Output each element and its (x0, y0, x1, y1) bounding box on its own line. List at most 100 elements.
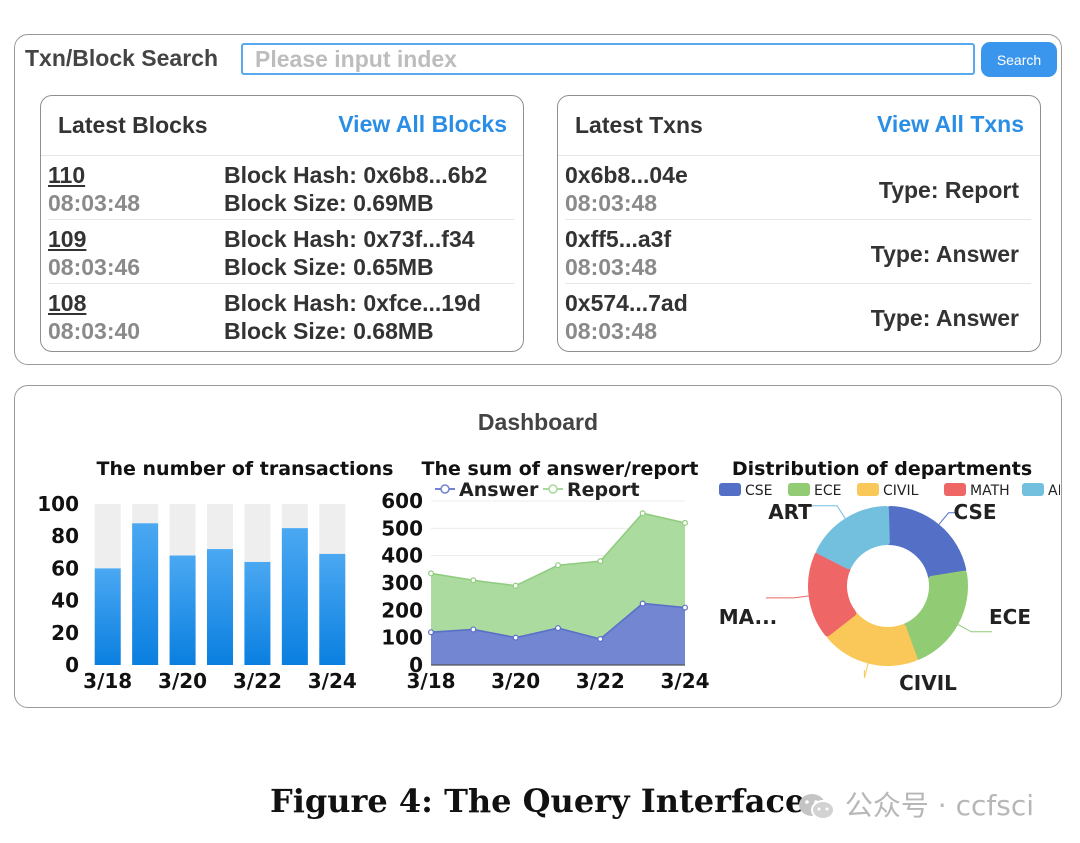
area-point (681, 604, 688, 611)
area-x-tick-label: 3/24 (660, 669, 709, 693)
block-size: Block Size: 0.68MB (224, 318, 434, 344)
view-all-blocks-link[interactable]: View All Blocks (338, 111, 507, 137)
watermark: 公众号 · ccfsci (798, 784, 1034, 824)
block-number-link[interactable]: 108 (48, 290, 87, 316)
block-row: 109 08:03:46 Block Hash: 0x73f...f34 Blo… (48, 220, 514, 284)
bar-y-tick-label: 20 (51, 621, 79, 645)
block-time: 08:03:46 (48, 254, 141, 280)
bar-y-tick-label: 60 (51, 556, 79, 580)
bar (281, 528, 308, 665)
area-point (597, 558, 604, 565)
txn-row[interactable]: 0x574...7ad 08:03:48 Type: Answer (565, 284, 1031, 347)
pie-leader-line (766, 595, 809, 599)
area-y-tick-label: 200 (381, 598, 423, 622)
block-hash: Block Hash: 0xfce...19d (224, 290, 481, 316)
block-number-link[interactable]: 109 (48, 226, 87, 252)
search-panel: Txn/Block Search Search Latest Blocks Vi… (14, 34, 1062, 365)
bar (169, 555, 196, 665)
pie-leader-line (808, 505, 846, 519)
area-legend-label: Report (567, 479, 640, 501)
pie-legend-swatch (719, 483, 741, 496)
latest-txns-card: Latest Txns View All Txns 0x6b8...04e 08… (557, 95, 1041, 352)
bar-y-tick-label: 0 (65, 653, 79, 677)
bar-y-tick-label: 100 (37, 492, 79, 516)
search-input[interactable] (241, 43, 975, 75)
area-fill-answer (431, 603, 685, 665)
view-all-txns-link[interactable]: View All Txns (877, 111, 1024, 137)
pie-chart-title: Distribution of departments (732, 458, 1032, 480)
area-point (470, 577, 477, 584)
area-x-tick-label: 3/20 (491, 669, 540, 693)
pie-legend-swatch (1022, 483, 1044, 496)
area-point (554, 562, 561, 569)
area-legend-marker (440, 484, 450, 494)
txn-row[interactable]: 0xff5...a3f 08:03:48 Type: Answer (565, 220, 1031, 284)
figure-caption: Figure 4: The Query Interface (270, 782, 806, 820)
bar-x-tick-label: 3/20 (158, 669, 207, 693)
area-point (554, 625, 561, 632)
pie-legend-label: MATH (970, 483, 1010, 499)
pie-legend-label: ART (1048, 483, 1060, 499)
block-time: 08:03:48 (48, 190, 141, 216)
latest-txns-header: Latest Txns View All Txns (558, 96, 1040, 156)
dashboard-panel: Dashboard The number of transactions 0 20 4… (14, 385, 1062, 708)
txn-hash: 0xff5...a3f (565, 226, 672, 252)
pie-legend-swatch (857, 483, 879, 496)
area-x-tick-label: 3/18 (406, 669, 455, 693)
area-point (639, 600, 646, 607)
area-y-tick-label: 300 (381, 571, 423, 595)
area-y-tick-label: 500 (381, 516, 423, 540)
area-point (428, 570, 435, 577)
area-point (639, 510, 646, 517)
area-point (428, 629, 435, 636)
bar (94, 568, 121, 665)
pie-legend-swatch (944, 483, 966, 496)
bar-y-tick-label: 80 (51, 524, 79, 548)
pie-leader-line (863, 663, 869, 679)
bar (319, 553, 346, 665)
area-point (470, 626, 477, 633)
dashboard-title: Dashboard (477, 409, 599, 435)
bar-x-tick-label: 3/22 (233, 669, 282, 693)
search-button[interactable]: Search (981, 42, 1057, 77)
txn-hash: 0x574...7ad (565, 290, 688, 316)
search-label: Txn/Block Search (25, 45, 219, 71)
block-row: 108 08:03:40 Block Hash: 0xfce...19d Blo… (48, 284, 514, 347)
txn-type: Type: Answer (870, 305, 1019, 331)
latest-txns-title: Latest Txns (575, 112, 703, 138)
txn-time: 08:03:48 (565, 254, 658, 280)
area-point (512, 582, 519, 589)
pie-slice-art (816, 506, 890, 570)
bar (207, 549, 233, 665)
block-row: 110 08:03:48 Block Hash: 0x6b8...6b2 Blo… (48, 156, 514, 220)
latest-blocks-card: Latest Blocks View All Blocks 110 08:03:… (40, 95, 524, 352)
txn-time: 08:03:48 (565, 190, 658, 216)
bar (132, 523, 159, 665)
txn-type: Type: Answer (870, 241, 1019, 267)
pie-legend-label: CIVIL (883, 483, 919, 499)
area-point (681, 519, 688, 526)
area-point (512, 634, 519, 641)
pie-slice-civil (827, 611, 918, 666)
block-number-link[interactable]: 110 (48, 162, 86, 188)
pie-slice-label: ECE (989, 605, 1031, 629)
pie-slice-label: ART (768, 500, 812, 524)
pie-leader-line (957, 624, 992, 633)
area-y-tick-label: 100 (381, 626, 423, 650)
pie-slice-label: CIVIL (899, 671, 957, 695)
block-time: 08:03:40 (48, 318, 141, 344)
pie-legend-label: ECE (814, 483, 841, 499)
block-size: Block Size: 0.69MB (224, 190, 434, 216)
txn-type: Type: Report (878, 177, 1019, 203)
watermark-text: 公众号 · ccfsci (844, 789, 1035, 822)
block-hash: Block Hash: 0x6b8...6b2 (224, 162, 488, 188)
area-legend-label: Answer (459, 479, 539, 501)
latest-blocks-header: Latest Blocks View All Blocks (41, 96, 523, 156)
block-size: Block Size: 0.65MB (224, 254, 434, 280)
area-chart-title: The sum of answer/report (422, 458, 699, 480)
area-y-tick-label: 400 (381, 544, 423, 568)
pie-slice-label: MA... (719, 605, 778, 629)
pie-legend-label: CSE (745, 483, 773, 499)
txn-hash: 0x6b8...04e (565, 162, 688, 188)
txn-row[interactable]: 0x6b8...04e 08:03:48 Type: Report (565, 156, 1031, 220)
